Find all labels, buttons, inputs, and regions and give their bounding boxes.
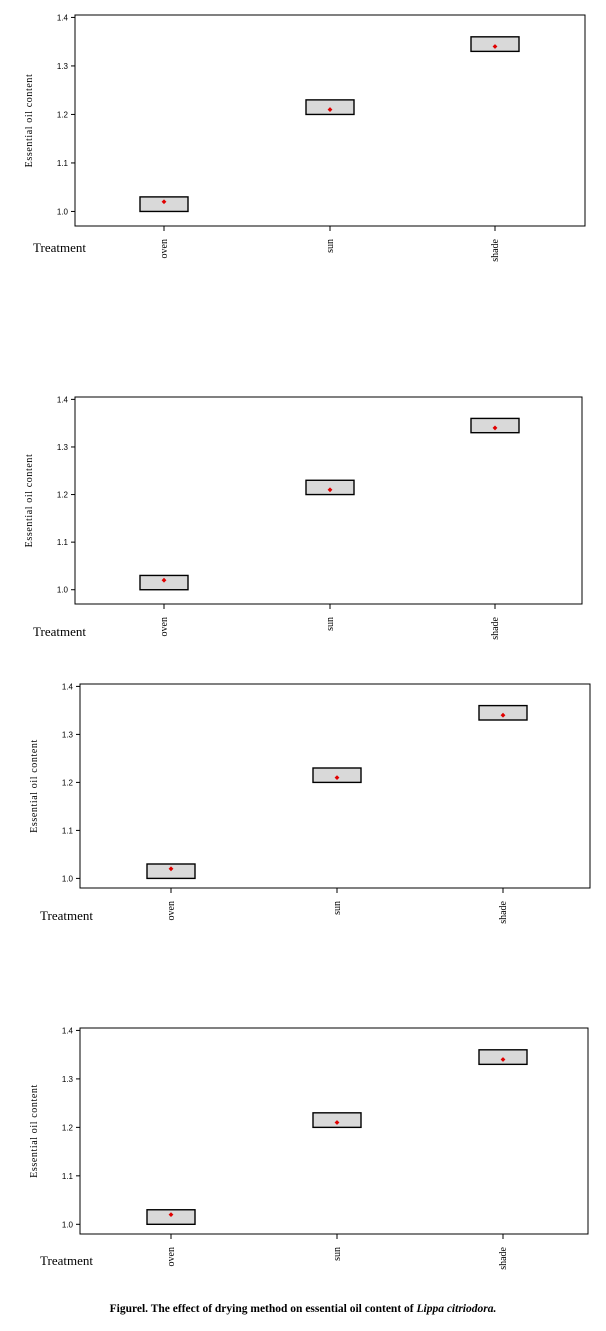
y-tick-label: 1.3	[57, 443, 69, 452]
mean-marker-sun	[327, 487, 333, 493]
y-tick-label: 1.4	[62, 682, 74, 691]
mean-marker-sun	[327, 107, 333, 112]
y-axis-label: Essential oil content	[29, 739, 40, 833]
figure-caption: Figurel. The effect of drying method on …	[0, 1303, 606, 1315]
mean-marker-oven	[161, 199, 167, 205]
y-tick-label: 1.4	[62, 1026, 74, 1035]
x-axis-label: Treatment	[40, 908, 93, 923]
mean-marker-oven	[168, 866, 174, 872]
y-tick-label: 1.2	[57, 491, 69, 500]
mean-marker-sun	[334, 775, 340, 780]
mean-marker-oven	[161, 577, 167, 583]
y-tick-label: 1.3	[62, 1075, 74, 1084]
x-tick-label-shade: shade	[490, 616, 501, 639]
y-tick-label: 1.0	[57, 207, 69, 216]
y-tick-label: 1.0	[62, 1220, 74, 1229]
y-tick-label: 1.1	[57, 159, 69, 168]
y-tick-label: 1.0	[62, 874, 74, 883]
x-tick-label-sun: sun	[325, 617, 336, 631]
y-axis-label: Essential oil content	[24, 74, 35, 168]
box-sun	[305, 99, 355, 116]
x-tick-label-shade: shade	[490, 238, 501, 261]
x-axis-label: Treatment	[40, 1253, 93, 1268]
y-tick-label: 1.2	[62, 778, 74, 787]
caption-text: Figurel. The effect of drying method on …	[109, 1303, 414, 1315]
chart-1: 1.0 1.1 1.2 1.3 1.4 Essential oil content Trea…	[24, 13, 586, 262]
chart-2: 1.0 1.1 1.2 1.3 1.4 Essential oil content Trea…	[24, 395, 583, 640]
x-tick-label-sun: sun	[332, 1247, 343, 1261]
box-shade	[478, 1049, 528, 1066]
x-tick-label-sun: sun	[332, 901, 343, 915]
box-shade	[470, 36, 520, 53]
box-shade	[478, 704, 528, 721]
x-tick-label-shade: shade	[498, 900, 509, 923]
y-tick-label: 1.1	[62, 826, 74, 835]
mean-marker-shade	[492, 425, 498, 431]
chart-4: 1.0 1.1 1.2 1.3 1.4 Essential oil content Trea…	[29, 1026, 589, 1270]
x-tick-label-sun: sun	[325, 239, 336, 253]
y-tick-label: 1.3	[62, 730, 74, 739]
x-tick-label-oven: oven	[166, 901, 177, 920]
x-axis-label: Treatment	[33, 240, 86, 255]
y-tick-label: 1.1	[62, 1172, 74, 1181]
y-tick-label: 1.2	[62, 1123, 74, 1132]
box-oven	[139, 196, 189, 213]
plot-frame	[79, 683, 591, 889]
x-tick-label-shade: shade	[498, 1246, 509, 1269]
y-tick-label: 1.2	[57, 110, 69, 119]
mean-marker-shade	[492, 44, 498, 49]
mean-marker-shade	[500, 712, 506, 718]
x-tick-label-oven: oven	[159, 239, 170, 258]
y-axis-label: Essential oil content	[24, 454, 35, 548]
x-axis-label: Treatment	[33, 624, 86, 639]
y-axis-label: Essential oil content	[29, 1084, 40, 1178]
y-tick-label: 1.0	[57, 586, 69, 595]
x-tick-label-oven: oven	[166, 1247, 177, 1266]
y-tick-label: 1.1	[57, 538, 69, 547]
box-oven	[146, 863, 196, 880]
mean-marker-shade	[500, 1057, 506, 1062]
y-tick-label: 1.4	[57, 13, 69, 22]
box-oven	[146, 1209, 196, 1226]
plot-frame	[79, 1027, 589, 1235]
y-tick-label: 1.4	[57, 395, 69, 404]
plot-frame	[74, 396, 583, 605]
caption-species: Lippa citriodora.	[416, 1303, 497, 1315]
box-sun	[312, 1112, 362, 1129]
chart-3: 1.0 1.1 1.2 1.3 1.4 Essential oil content Trea…	[29, 682, 591, 924]
y-tick-label: 1.3	[57, 62, 69, 71]
x-tick-label-oven: oven	[159, 617, 170, 636]
